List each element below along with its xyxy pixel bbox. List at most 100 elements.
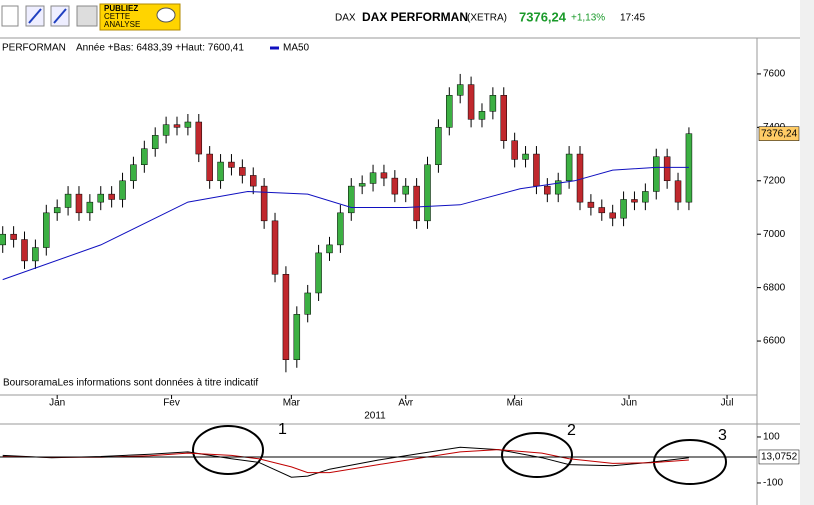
candle-body [500, 95, 508, 141]
candle-body [631, 199, 638, 203]
candle-body [162, 124, 170, 136]
candle-body [151, 135, 159, 149]
candle-body [620, 199, 627, 219]
button-text: PUBLIEZ [104, 4, 138, 13]
candle-body [130, 164, 137, 182]
legend-label: MA50 [283, 43, 310, 54]
annotation: 2 [567, 422, 576, 439]
candle-body [674, 180, 682, 203]
candle-body [206, 153, 213, 182]
candle-body [467, 84, 475, 120]
y-tick-label: 7000 [763, 229, 786, 240]
legend-stats: Année +Bas: 6483,39 +Haut: 7600,41 [76, 43, 244, 54]
candle-body [184, 121, 192, 128]
candle-body [522, 153, 529, 160]
trash-icon[interactable] [76, 5, 98, 27]
candle-body [10, 233, 17, 240]
candle-body [141, 148, 148, 165]
candle-body [173, 124, 181, 128]
x-tick-label: Avr [398, 398, 413, 409]
candle-body [685, 133, 693, 203]
annotation: 3 [718, 427, 727, 444]
candle-body [86, 201, 94, 214]
candle-body [239, 167, 246, 176]
time: 17:45 [620, 13, 645, 24]
candle-body [326, 244, 333, 254]
y-tick-label: 7600 [763, 69, 786, 80]
value-box [758, 449, 800, 465]
candle-body [64, 193, 72, 208]
tool-icon[interactable] [1, 5, 19, 27]
candle-body [293, 314, 301, 360]
candle-body [435, 127, 442, 165]
candle-body [97, 193, 104, 203]
candle-body [511, 140, 518, 160]
value-label: 7376,24 [761, 128, 798, 139]
legend-name: PERFORMAN [2, 43, 66, 54]
x-title: 2011 [364, 411, 386, 422]
candle-body [369, 172, 377, 184]
candle-body [315, 252, 322, 294]
button-text: CETTE [104, 12, 130, 21]
candle-body [413, 185, 420, 222]
series-line [2, 449, 689, 474]
x-tick-label: Mar [283, 398, 301, 409]
candle-body [446, 95, 453, 128]
candle-body [43, 212, 50, 248]
candle-body [653, 156, 660, 192]
candle-body [21, 239, 28, 262]
y-tick-label: 6800 [763, 282, 786, 293]
y-tick-label: 6600 [763, 336, 786, 347]
toolbar: PUBLIEZ CETTE ANALYSE [1, 3, 181, 31]
candle-body [663, 156, 671, 182]
market: (XETRA) [467, 13, 507, 24]
x-tick-label: Jan [49, 398, 65, 409]
candle-body [0, 233, 6, 246]
x-tick-label: Fev [163, 398, 180, 409]
annotation-circle [501, 432, 573, 478]
candle-body [587, 201, 595, 208]
candle-body [304, 292, 311, 315]
icon-glyph [28, 8, 42, 24]
candle-body [424, 164, 431, 222]
candle-body [576, 153, 584, 203]
name: DAX PERFORMAN [362, 10, 468, 24]
candle-body [32, 247, 39, 262]
candle-body [554, 180, 562, 195]
candle-body [119, 180, 126, 200]
candle-body [358, 183, 366, 187]
candle-body [391, 177, 399, 195]
candle-body [380, 172, 388, 179]
candle-body [53, 207, 61, 214]
annotation-circle [192, 425, 264, 475]
candle-body [489, 95, 497, 112]
y-tick-label: 7200 [763, 175, 786, 186]
icon-glyph [53, 8, 67, 24]
series-line [2, 166, 689, 281]
x-tick-label: Jul [721, 398, 734, 409]
candle-body [249, 175, 257, 187]
candle-body [544, 185, 551, 195]
annotation: 1 [278, 421, 287, 438]
value-label: 13,0752 [761, 452, 798, 463]
candle-body [195, 121, 203, 155]
footnote: BoursoramaLes informations sont données … [3, 378, 258, 389]
candle-body [348, 185, 355, 214]
scrollbar[interactable] [800, 0, 814, 505]
candle-body [228, 161, 235, 168]
candle-body [75, 193, 83, 214]
candle-body [642, 191, 649, 203]
candle-body [609, 212, 616, 219]
price: 7376,24 [519, 9, 567, 24]
candle-body [402, 185, 409, 195]
candle-body [271, 220, 279, 275]
candle-body [478, 111, 486, 120]
candle-body [217, 161, 224, 182]
y-tick-label: 100 [763, 432, 780, 443]
x-tick-label: Mai [507, 398, 523, 409]
candle-body [456, 84, 464, 96]
candle-body [598, 207, 606, 214]
candle-body [260, 185, 268, 222]
